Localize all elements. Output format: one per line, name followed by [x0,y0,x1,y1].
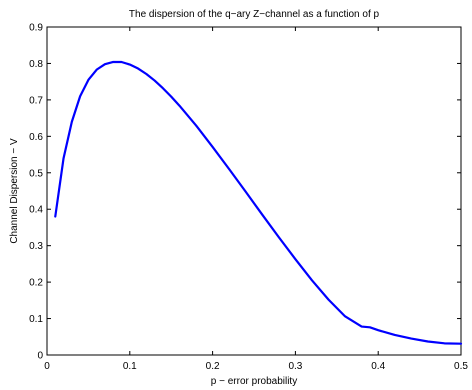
y-tick-label: 0.8 [29,59,43,70]
x-tick-label: 0.4 [371,361,385,372]
chart-title: The dispersion of the q−ary Z−channel as… [129,9,380,20]
y-tick-label: 0 [37,351,43,362]
y-tick-label: 0.4 [29,205,43,216]
y-tick-label: 0.2 [29,278,43,289]
y-axis-title: Channel Dispersion − V [9,138,20,244]
x-tick-label: 0.3 [288,361,302,372]
x-tick-label: 0.2 [206,361,220,372]
y-tick-label: 0.3 [29,241,43,252]
x-axis-title: p − error probability [211,376,297,387]
x-axis: 0 0.1 0.2 0.3 0.4 0.5 [44,27,468,372]
y-tick-label: 0.5 [29,168,43,179]
x-tick-label: 0.1 [123,361,137,372]
series-line [54,60,463,345]
x-tick-label: 0.5 [454,361,468,372]
y-tick-label: 0.6 [29,132,43,143]
plot-area [46,26,462,356]
y-tick-label: 0.9 [29,23,43,34]
y-tick-label: 0.1 [29,314,43,325]
y-tick-label: 0.7 [29,95,43,106]
series-layer [54,60,463,345]
x-tick-label: 0 [44,361,50,372]
y-axis: 0 0.1 0.2 0.3 0.4 0.5 0.6 0.7 0.8 0.9 [29,23,461,362]
